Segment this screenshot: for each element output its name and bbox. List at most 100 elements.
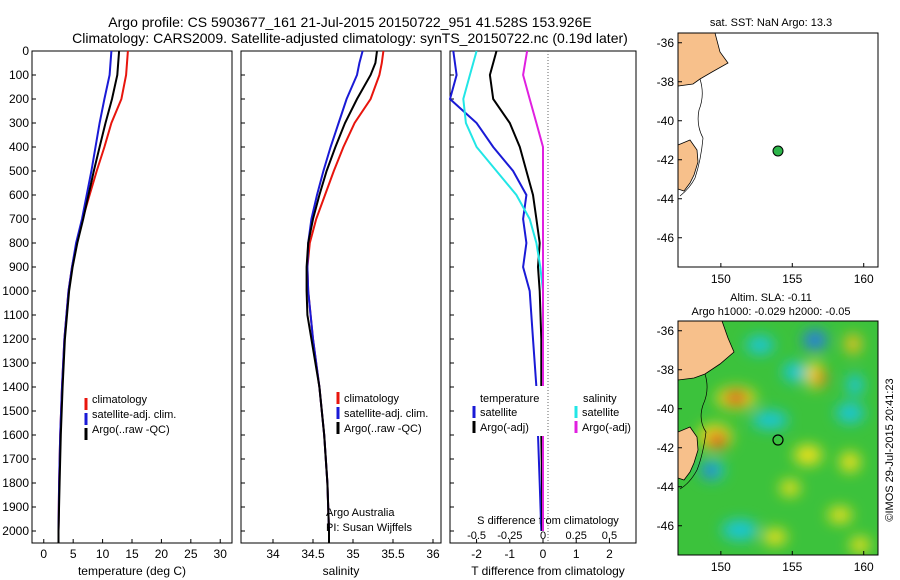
x-tick-label: 0 bbox=[540, 547, 547, 561]
salinity-difference-axis: -0.5 -0.25 0 0.25 0.5 bbox=[467, 530, 617, 542]
sst-map-isobath bbox=[679, 78, 704, 197]
map-y-tick-label: -40 bbox=[657, 114, 675, 128]
x-tick-label: 15 bbox=[125, 547, 139, 561]
x-tick-label: 2 bbox=[606, 547, 613, 561]
map-y-tick-label: -46 bbox=[657, 231, 675, 245]
x-tick-label: 36 bbox=[426, 547, 440, 561]
depth-tick-label: 1800 bbox=[2, 476, 29, 490]
pi-label: PI: Susan Wijffels bbox=[326, 522, 412, 534]
diff-legend-temp-argo-label: Argo(-adj) bbox=[480, 422, 529, 434]
map-x-tick-label: 150 bbox=[711, 560, 731, 574]
legend-temperature-header: temperature bbox=[480, 393, 539, 405]
salinity-legend: climatology satellite-adj. clim. Argo(..… bbox=[336, 392, 428, 435]
map-y-tick-label: -42 bbox=[657, 441, 675, 455]
sal-legend-climatology-label: climatology bbox=[344, 393, 400, 405]
series-line-temperature-satellite bbox=[448, 50, 543, 532]
difference-legend: temperature salinity satellite Argo(-adj… bbox=[466, 386, 632, 436]
depth-tick-label: 800 bbox=[9, 236, 29, 250]
x-tick-label: 34 bbox=[266, 547, 280, 561]
depth-tick-label: 700 bbox=[9, 212, 29, 226]
depth-tick-label: 500 bbox=[9, 164, 29, 178]
map-y-tick-label: -40 bbox=[657, 402, 675, 416]
depth-tick-label: 1900 bbox=[2, 500, 29, 514]
salinity-xlabel: salinity bbox=[323, 564, 360, 578]
series-line-argo-raw-qc- bbox=[57, 50, 121, 543]
depth-tick-label: 1400 bbox=[2, 380, 29, 394]
temperature-panel-frame bbox=[31, 50, 233, 544]
x-tick-label: 0 bbox=[40, 547, 47, 561]
salinity-panel-frame bbox=[240, 50, 442, 544]
s-diff-tick-label: -0.5 bbox=[467, 530, 486, 542]
sla-map-float-marker bbox=[772, 434, 784, 446]
depth-tick-label: 1200 bbox=[2, 332, 29, 346]
sst-map-mainland bbox=[677, 32, 729, 87]
legend-salinity-header: salinity bbox=[583, 393, 617, 405]
x-tick-label: -1 bbox=[504, 547, 515, 561]
x-tick-label: -2 bbox=[471, 547, 482, 561]
argo-australia-label: Argo Australia bbox=[326, 507, 395, 519]
map-x-tick-label: 160 bbox=[854, 272, 874, 286]
series-line-temperature-argo-adj- bbox=[488, 50, 544, 532]
difference-series bbox=[448, 50, 544, 532]
depth-tick-label: 1700 bbox=[2, 452, 29, 466]
x-tick-label: 35 bbox=[346, 547, 360, 561]
series-line-argo-raw-qc- bbox=[305, 50, 378, 543]
map-x-tick-label: 155 bbox=[782, 272, 802, 286]
series-line-climatology bbox=[306, 50, 385, 543]
salinity-series bbox=[305, 50, 385, 543]
x-tick-label: 5 bbox=[70, 547, 77, 561]
temperature-x-axis: 0 5 10 15 20 25 30 bbox=[40, 539, 227, 561]
sal-legend-satellite-label: satellite-adj. clim. bbox=[344, 408, 428, 420]
x-tick-label: 20 bbox=[155, 547, 169, 561]
header-line2: Climatology: CARS2009. Satellite-adjuste… bbox=[72, 30, 628, 46]
s-diff-tick-label: 0.25 bbox=[566, 530, 587, 542]
diff-legend-temp-sat-label: satellite bbox=[480, 407, 517, 419]
x-tick-label: 10 bbox=[96, 547, 110, 561]
map-y-tick-label: -42 bbox=[657, 153, 675, 167]
x-tick-label: 30 bbox=[214, 547, 228, 561]
depth-tick-label: 2000 bbox=[2, 524, 29, 538]
x-tick-label: 25 bbox=[184, 547, 198, 561]
map-y-tick-label: -36 bbox=[657, 36, 675, 50]
map-x-tick-label: 160 bbox=[854, 560, 874, 574]
header-line1: Argo profile: CS 5903677_161 21-Jul-2015… bbox=[108, 14, 591, 30]
map-y-tick-label: -38 bbox=[657, 75, 675, 89]
t-difference-xlabel: T difference from climatology bbox=[471, 564, 625, 578]
s-diff-tick-label: 0.5 bbox=[602, 530, 617, 542]
depth-tick-label: 200 bbox=[9, 92, 29, 106]
s-difference-label: S difference from climatology bbox=[477, 515, 619, 527]
sla-map-title: Altim. SLA: -0.11 bbox=[730, 292, 812, 304]
sal-legend-argo-label: Argo(..raw -QC) bbox=[344, 423, 422, 435]
sst-map-title: sat. SST: NaN Argo: 13.3 bbox=[710, 17, 832, 29]
legend-satellite-label: satellite-adj. clim. bbox=[92, 409, 176, 421]
diff-legend-sal-sat-label: satellite bbox=[582, 407, 619, 419]
map-y-tick-label: -46 bbox=[657, 519, 675, 533]
sst-map-axes: 150 155 160 -36 -38 -40 -42 -44 -46 bbox=[657, 36, 874, 286]
depth-tick-label: 1300 bbox=[2, 356, 29, 370]
temperature-xlabel: temperature (deg C) bbox=[78, 564, 186, 578]
x-tick-label: 34.5 bbox=[301, 547, 325, 561]
sla-heatmap bbox=[678, 321, 878, 555]
series-line-satellite-adj-clim- bbox=[57, 50, 113, 543]
depth-tick-label: 900 bbox=[9, 260, 29, 274]
depth-tick-label: 100 bbox=[9, 68, 29, 82]
depth-tick-label: 400 bbox=[9, 140, 29, 154]
sst-map-float-marker bbox=[772, 145, 784, 157]
difference-x-axis: -2 -1 0 1 2 bbox=[471, 539, 613, 561]
depth-axis: 0 100 200 300 400 500 600 700 800 900 1000 1100 1200… bbox=[2, 44, 454, 538]
salinity-x-axis: 34 34.5 35 35.5 36 bbox=[266, 539, 440, 561]
depth-tick-label: 0 bbox=[22, 44, 29, 58]
map-y-tick-label: -44 bbox=[657, 192, 675, 206]
s-diff-tick-label: -0.25 bbox=[497, 530, 522, 542]
depth-tick-label: 1100 bbox=[3, 308, 29, 322]
sla-map-axes: 150 155 160 -36 -38 -40 -42 -44 -46 bbox=[657, 324, 874, 574]
x-tick-label: 1 bbox=[573, 547, 580, 561]
sla-map-subtitle: Argo h1000: -0.029 h2000: -0.05 bbox=[691, 306, 850, 318]
sst-map-tasmania bbox=[677, 139, 699, 192]
depth-tick-label: 1500 bbox=[2, 404, 29, 418]
map-x-tick-label: 150 bbox=[711, 272, 731, 286]
depth-tick-label: 1000 bbox=[2, 284, 29, 298]
depth-tick-label: 600 bbox=[9, 188, 29, 202]
sst-map-frame bbox=[677, 32, 879, 268]
